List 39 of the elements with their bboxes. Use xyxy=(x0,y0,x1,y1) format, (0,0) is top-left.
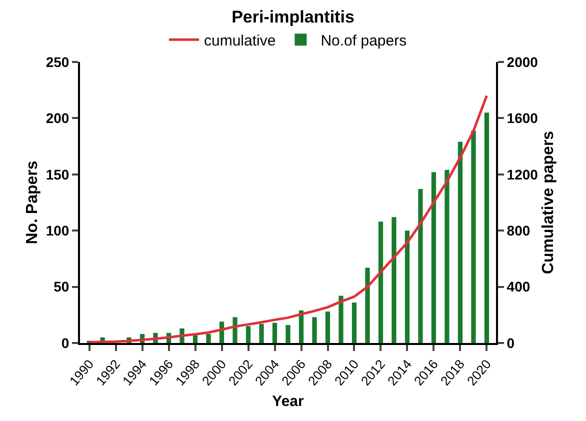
y-tick-label: 0 xyxy=(61,334,70,351)
y2-tick-label: 800 xyxy=(506,222,530,238)
bar xyxy=(365,268,370,343)
y-tick-label: 50 xyxy=(54,278,70,295)
bar xyxy=(246,326,251,343)
bar xyxy=(378,222,384,343)
y2-tick-label: 1600 xyxy=(506,110,538,126)
chart-title: Peri-implantitis xyxy=(232,7,354,26)
bar xyxy=(471,130,476,343)
bar xyxy=(484,112,490,343)
x-axis-title: Year xyxy=(272,392,304,410)
y-axis-title: No. Papers xyxy=(24,160,41,244)
y2-tick-label: 0 xyxy=(506,334,515,351)
bar xyxy=(206,334,211,343)
y2-tick-label: 400 xyxy=(506,278,530,295)
y2-axis-title: Cumulative papers xyxy=(540,130,558,274)
bar xyxy=(312,317,317,343)
y2-tick-label: 1200 xyxy=(506,166,538,182)
y-tick-label: 150 xyxy=(46,166,70,182)
bar xyxy=(352,302,357,343)
legend-label: No.of papers xyxy=(320,32,407,50)
y2-tick-label: 2000 xyxy=(506,54,538,70)
bar xyxy=(192,335,198,343)
y-tick-label: 200 xyxy=(46,110,70,126)
bar xyxy=(458,142,463,343)
bar xyxy=(431,172,436,343)
bar xyxy=(444,170,450,343)
legend-label: cumulative xyxy=(204,32,276,50)
bar xyxy=(392,217,396,343)
bar xyxy=(418,189,423,343)
y-tick-label: 250 xyxy=(46,54,70,70)
bar xyxy=(259,324,264,343)
bar xyxy=(325,312,330,343)
bar xyxy=(404,230,410,343)
bar xyxy=(338,296,344,343)
y-tick-label: 100 xyxy=(46,222,70,238)
bar xyxy=(272,322,278,343)
bar xyxy=(286,325,290,343)
line-series xyxy=(88,94,488,343)
